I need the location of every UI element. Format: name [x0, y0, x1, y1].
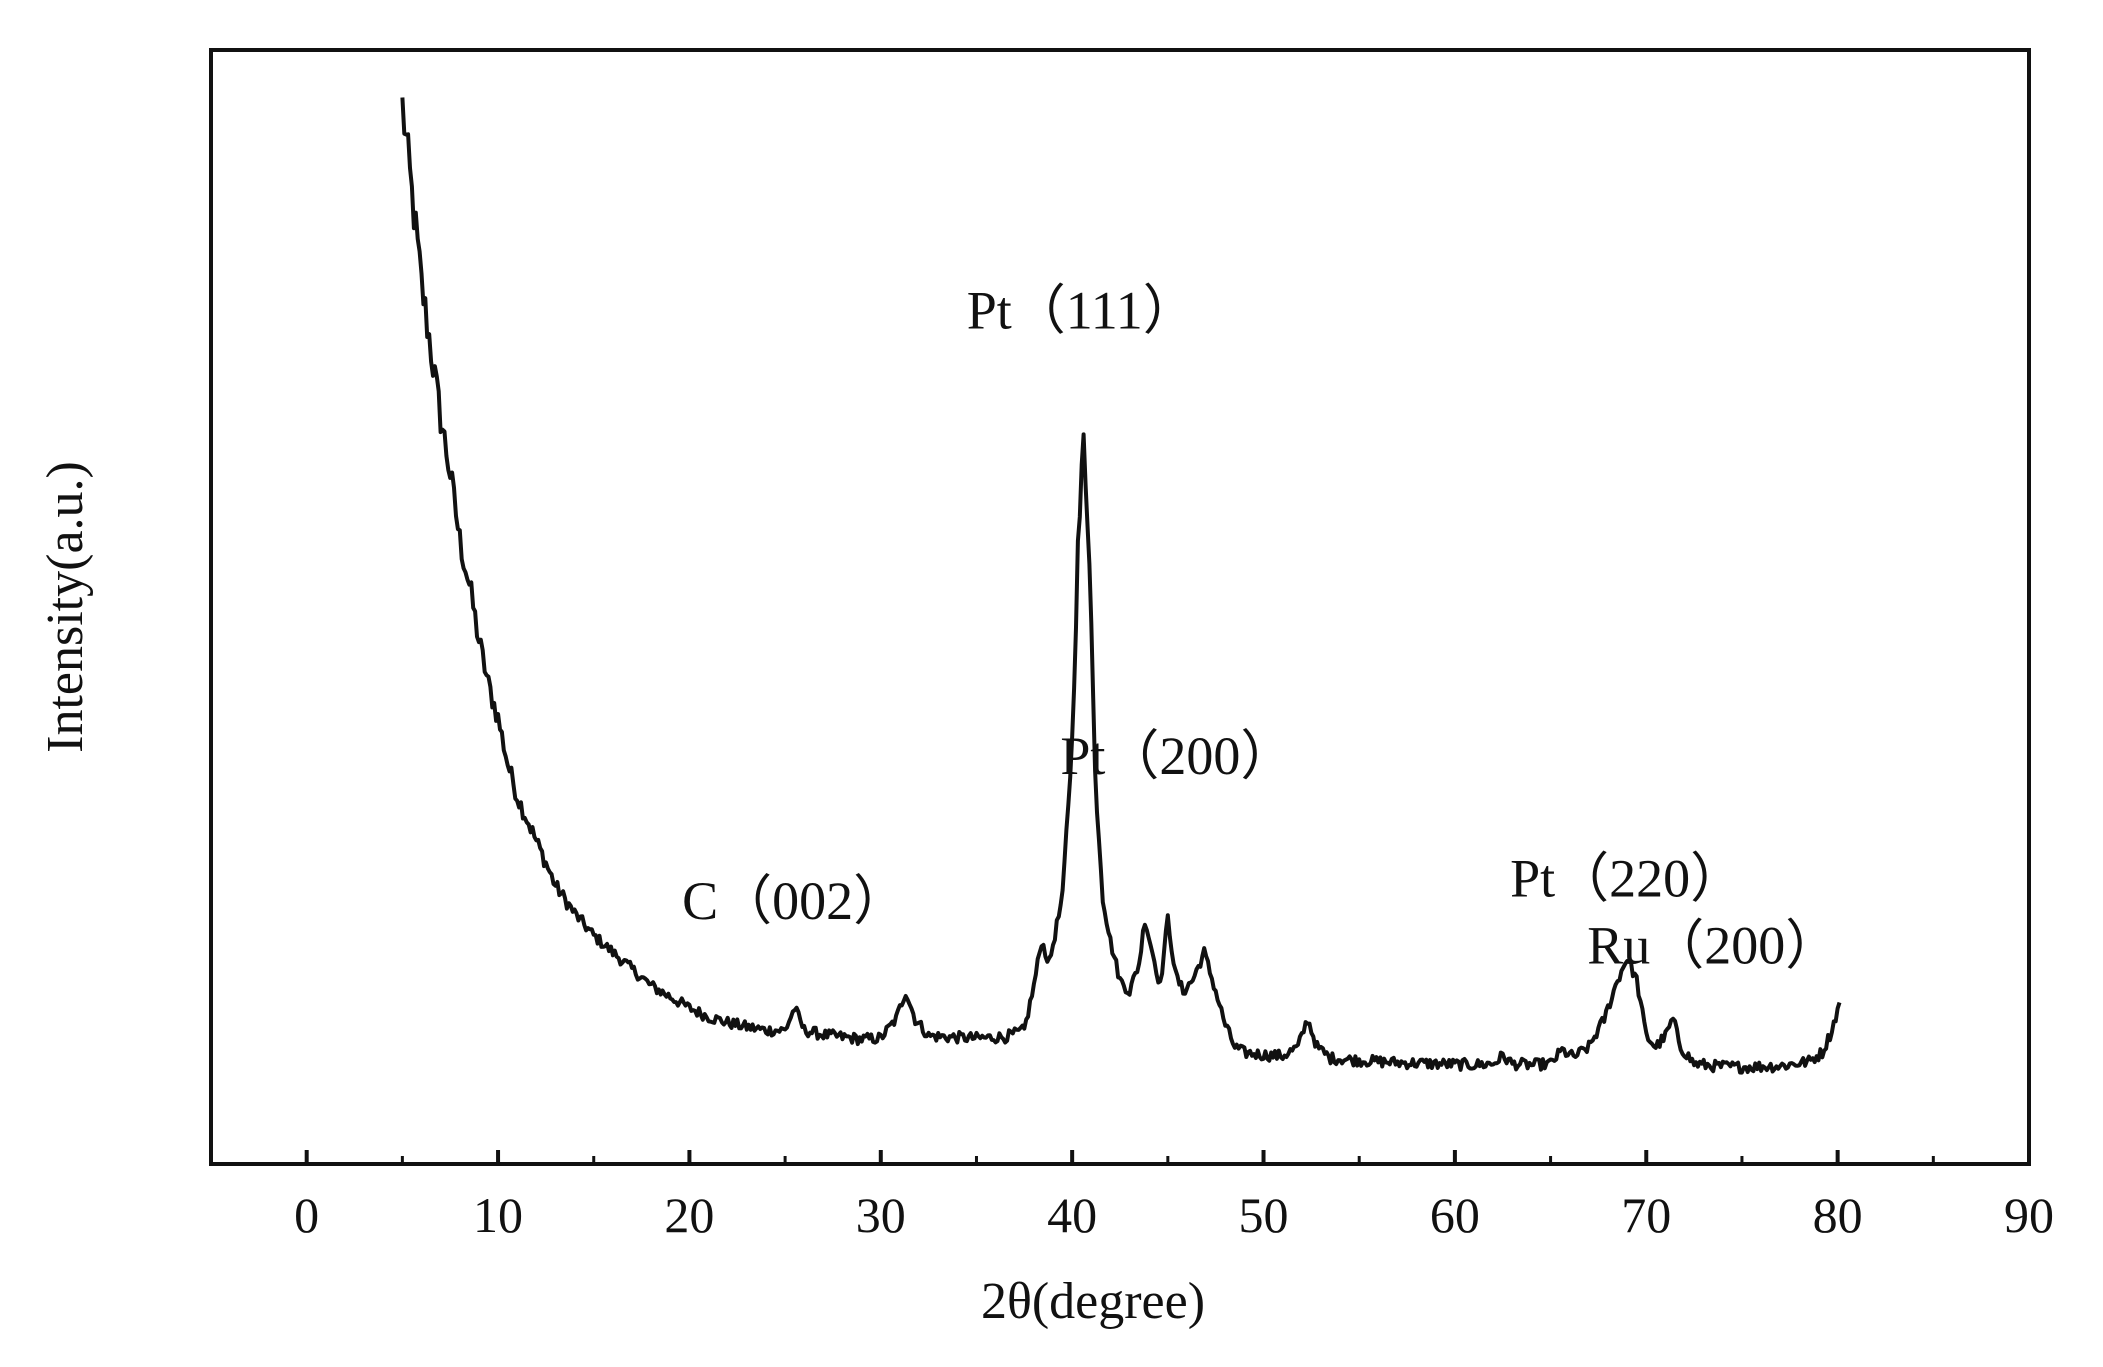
- x-tick-label: 10: [473, 1187, 523, 1243]
- peak-annotation: C（002）: [682, 871, 907, 931]
- peak-annotation: Ru（200）: [1587, 915, 1839, 975]
- peak-annotation: Pt（200）: [1060, 726, 1294, 786]
- x-tick-label: 40: [1047, 1187, 1097, 1243]
- x-ticks: [209, 1150, 2031, 1164]
- x-tick-label: 90: [2004, 1187, 2054, 1243]
- x-tick-label: 60: [1430, 1187, 1480, 1243]
- x-tick-label: 50: [1239, 1187, 1289, 1243]
- peak-annotations: C（002） Pt（111） Pt（200） Pt（220）Ru（200）: [682, 281, 1839, 976]
- x-tick-label: 70: [1621, 1187, 1671, 1243]
- y-axis-title: Intensity(a.u.): [37, 461, 94, 753]
- x-tick-labels: 0 10 20 30 40 50 60 70 80 90: [294, 1187, 2054, 1243]
- x-tick-label: 0: [294, 1187, 319, 1243]
- series-line-xrd: [400, 97, 1842, 1075]
- plot-frame: [209, 48, 2031, 1166]
- peak-annotation: Pt（220）: [1510, 849, 1744, 909]
- x-tick-label: 20: [664, 1187, 714, 1243]
- peak-annotation: Pt（111）: [967, 281, 1197, 341]
- x-tick-label: 30: [856, 1187, 906, 1243]
- x-axis-title: 2θ(degree): [981, 1273, 1205, 1330]
- x-tick-label: 80: [1813, 1187, 1863, 1243]
